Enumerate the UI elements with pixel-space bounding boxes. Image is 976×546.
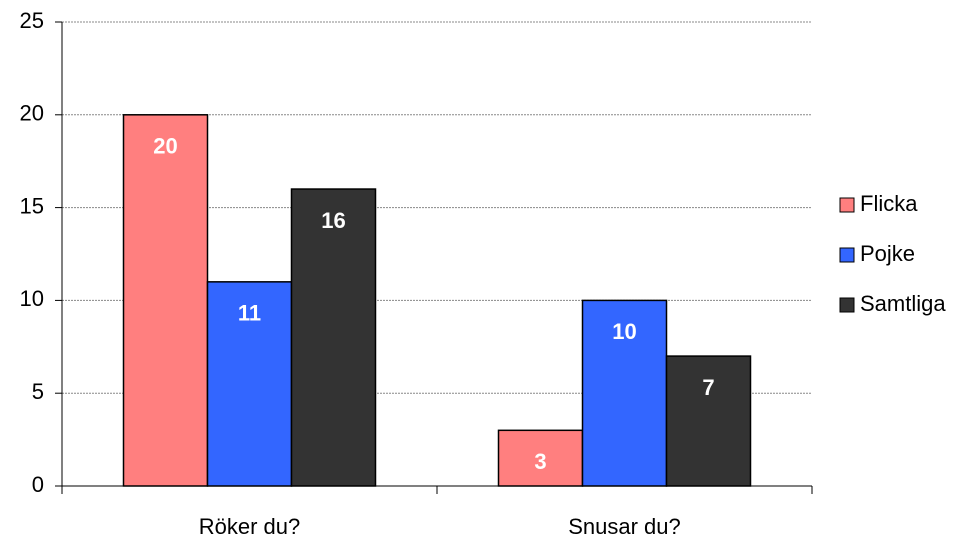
value-label: 7	[702, 375, 714, 400]
y-tick-label: 0	[32, 472, 44, 497]
x-tick-label: Röker du?	[199, 514, 301, 539]
legend-label: Samtliga	[860, 291, 946, 316]
legend-label: Flicka	[860, 191, 918, 216]
bar	[290, 188, 377, 487]
y-tick-label: 15	[20, 193, 44, 218]
value-label: 20	[153, 134, 177, 159]
legend-label: Pojke	[860, 241, 915, 266]
value-label: 11	[238, 301, 261, 326]
y-tick-label: 20	[20, 101, 44, 126]
bar	[497, 429, 584, 487]
legend-swatch	[839, 297, 855, 313]
value-label: 3	[534, 449, 546, 474]
bar	[122, 114, 209, 487]
bar	[581, 299, 668, 487]
value-label: 10	[612, 319, 636, 344]
bar	[665, 355, 752, 487]
y-tick-label: 10	[20, 286, 44, 311]
y-tick-label: 25	[20, 8, 44, 33]
value-label: 16	[321, 208, 345, 233]
bar	[206, 281, 293, 487]
x-tick-label: Snusar du?	[568, 514, 681, 539]
legend-swatch	[839, 197, 855, 213]
legend-swatch	[839, 247, 855, 263]
y-tick-label: 5	[32, 379, 44, 404]
